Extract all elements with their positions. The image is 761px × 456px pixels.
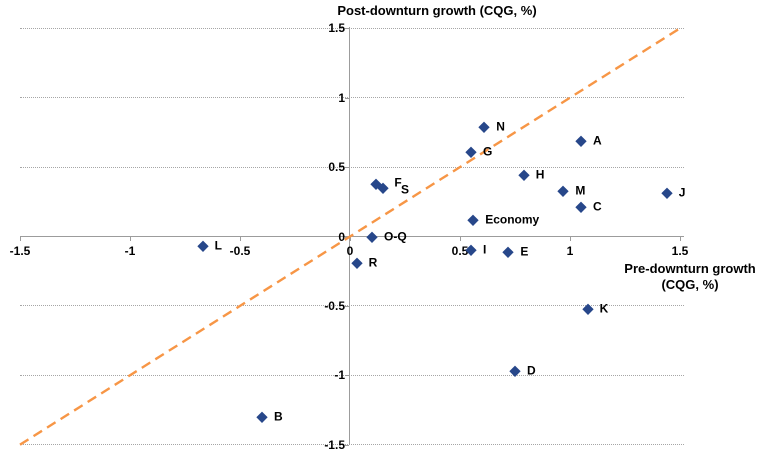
y-tick-label: -0.5 [324,298,345,313]
x-axis-tick [130,236,131,241]
point-label-K: K [599,301,609,316]
y-axis-tick [345,444,349,446]
x-tick-label: 1 [566,244,574,258]
point-label-G: G [483,144,493,159]
gridline [20,27,684,29]
point-label-J: J [678,185,686,200]
y-tick-label: -1 [334,368,345,383]
y-axis-tick [345,97,349,99]
y-axis-title: Post-downturn growth (CQG, %) [337,3,537,18]
x-tick-label: 1.5 [671,244,689,258]
point-A [575,135,587,147]
y-axis-tick [345,167,349,169]
point-O-Q [366,231,378,242]
x-axis-tick [460,236,461,241]
gridline [20,166,684,168]
point-label-D: D [527,363,536,378]
point-label-B: B [274,409,283,424]
point-M [558,185,569,197]
x-tick-label: -0.5 [229,244,251,258]
point-E [503,246,514,258]
point-J [661,188,673,199]
x-axis-tick [570,236,571,241]
gridline [20,374,684,376]
point-label-R: R [368,255,378,270]
x-axis-tick [680,236,681,241]
point-label-N: N [496,119,505,134]
y-tick-label: 1 [338,90,345,105]
point-label-Economy: Economy [485,212,540,227]
x-tick-label: 0 [346,244,354,258]
point-G [465,146,477,158]
point-H [518,170,530,181]
gridline [20,97,684,99]
y-axis-tick [345,375,349,377]
y-axis-tick [345,305,349,307]
y-tick-label: 0.5 [328,160,345,175]
x-tick-label: -1 [124,244,136,258]
y-tick-label: 1.5 [328,21,345,36]
point-label-L: L [214,238,222,253]
point-L [197,240,208,252]
point-label-C: C [593,199,602,214]
x-axis-tick [240,236,241,241]
point-B [256,411,268,423]
point-C [575,201,587,213]
y-axis-tick [345,236,349,238]
point-N [478,121,490,133]
y-tick-label: -1.5 [324,437,345,452]
point-label-E: E [520,244,529,259]
y-tick-label: 0 [338,229,345,244]
point-R [351,257,362,269]
gridline [20,444,684,446]
point-label-I: I [483,242,487,257]
x-tick-label: -1.5 [9,244,31,258]
point-label-S: S [401,182,410,197]
point-label-O-Q: O-Q [384,229,407,243]
x-tick-label: 0.5 [451,244,469,258]
y-axis-tick [345,28,349,30]
point-Economy [467,214,479,226]
x-axis-line [20,236,684,237]
point-label-M: M [575,183,586,198]
point-label-A: A [593,133,602,148]
x-axis-tick [20,236,21,241]
x-axis-tick [350,236,351,241]
point-label-H: H [535,167,545,182]
